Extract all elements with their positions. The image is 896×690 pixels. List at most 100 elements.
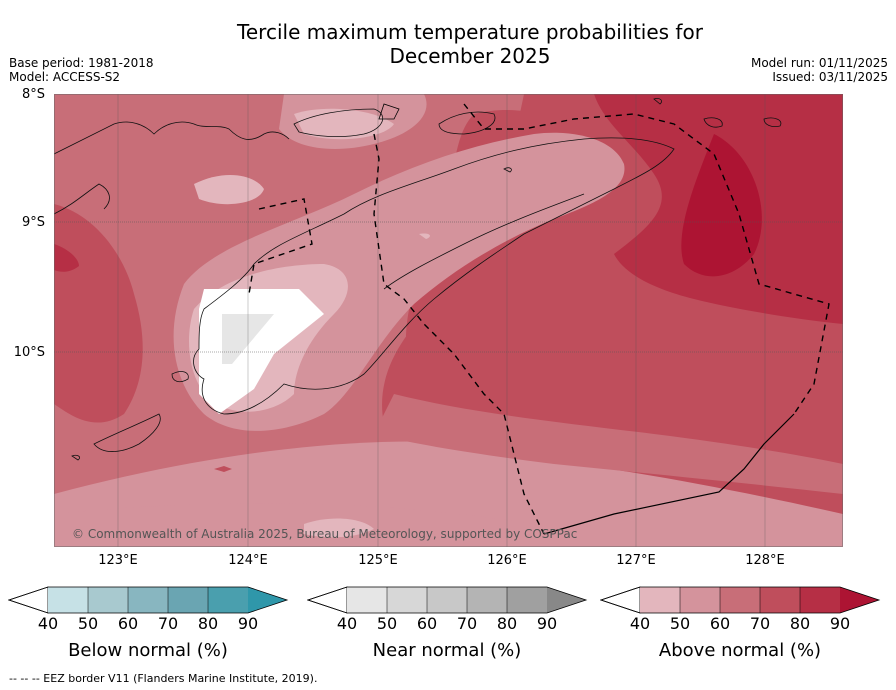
colorbar-below-extend-high bbox=[248, 587, 287, 613]
colorbar-below-bin-50 bbox=[88, 587, 128, 613]
colorbar-near-outline bbox=[307, 586, 588, 614]
base-period: Base period: 1981-2018 bbox=[9, 56, 154, 70]
issued-date: Issued: 03/11/2025 bbox=[772, 70, 888, 84]
colorbar-below-bin-80 bbox=[208, 587, 248, 613]
eez-border-east bbox=[463, 103, 830, 415]
colorbar-above-extend-low bbox=[600, 586, 641, 614]
colorbar-near-bin-70 bbox=[467, 587, 507, 613]
probability-region-50-60-south-west bbox=[54, 503, 534, 547]
lon-label-127e: 127°E bbox=[616, 553, 656, 568]
colorbar-near-normal bbox=[307, 586, 588, 614]
flores-alor-coast bbox=[54, 121, 290, 155]
leti-island bbox=[653, 98, 662, 105]
semau-island bbox=[171, 371, 189, 383]
colorbar-near-title: Near normal (%) bbox=[372, 640, 522, 661]
colorbar-below-title: Below normal (%) bbox=[68, 640, 228, 661]
colorbar-near-tick-90: 90 bbox=[536, 614, 558, 633]
colorbar-above-title: Above normal (%) bbox=[658, 640, 822, 661]
colorbar-above-bin-60 bbox=[720, 587, 760, 613]
colorbar-below-tick-50: 50 bbox=[77, 614, 99, 633]
colorbar-below-dividers bbox=[87, 587, 209, 613]
probability-region-40-50-south bbox=[304, 518, 374, 538]
colorbar-near-tick-80: 80 bbox=[496, 614, 518, 633]
model-name: Model: ACCESS-S2 bbox=[9, 70, 121, 84]
babar-island bbox=[703, 117, 723, 128]
colorbar-above-tick-50: 50 bbox=[669, 614, 691, 633]
probability-region-80-90-west bbox=[54, 244, 79, 272]
map-frame bbox=[54, 94, 843, 547]
colorbar-above-tick-80: 80 bbox=[789, 614, 811, 633]
colorbar-above-tick-70: 70 bbox=[749, 614, 771, 633]
colorbar-below-extend-low bbox=[8, 586, 49, 614]
colorbar-near-bin-50 bbox=[387, 587, 427, 613]
colorbar-near-bin-60 bbox=[427, 587, 467, 613]
colorbar-above-dividers bbox=[679, 587, 801, 613]
colorbar-near-tick-60: 60 bbox=[416, 614, 438, 633]
wetar-island bbox=[438, 111, 496, 135]
metadata-right: Model run: 01/11/2025 Issued: 03/11/2025 bbox=[751, 56, 888, 84]
probability-region-40-50-northeast bbox=[294, 108, 394, 140]
probability-region-70-80-speck bbox=[214, 466, 232, 472]
copyright-notice: © Commonwealth of Australia 2025, Bureau… bbox=[72, 527, 577, 541]
map-title-line1: Tercile maximum temperature probabilitie… bbox=[237, 20, 703, 44]
colorbar-near-extend-high bbox=[547, 587, 586, 613]
colorbar-below-tick-90: 90 bbox=[237, 614, 259, 633]
timor-coastline bbox=[193, 137, 675, 415]
eez-legend-note: -- -- -- EEZ border V11 (Flanders Marine… bbox=[9, 672, 318, 685]
lon-label-128e: 128°E bbox=[745, 553, 785, 568]
lon-label-126e: 126°E bbox=[487, 553, 527, 568]
colorbar-above-tick-90: 90 bbox=[829, 614, 851, 633]
colorbar-above-tick-40: 40 bbox=[629, 614, 651, 633]
colorbar-below-tick-80: 80 bbox=[197, 614, 219, 633]
probability-map: © Commonwealth of Australia 2025, Bureau… bbox=[54, 94, 843, 547]
map-title: Tercile maximum temperature probabilitie… bbox=[0, 20, 896, 68]
probability-region-90-east bbox=[681, 134, 762, 277]
moa-island bbox=[763, 117, 782, 127]
graticule bbox=[54, 94, 843, 547]
colorbar-above-normal bbox=[600, 586, 881, 614]
colorbar-near-tick-40: 40 bbox=[336, 614, 358, 633]
colorbar-above-bin-40 bbox=[640, 587, 680, 613]
colorbar-below-outline bbox=[8, 586, 289, 614]
colorbar-near-bin-80 bbox=[507, 587, 547, 613]
coastlines bbox=[54, 98, 782, 461]
colorbar-below-tick-70: 70 bbox=[157, 614, 179, 633]
colorbar-below-bin-70 bbox=[168, 587, 208, 613]
colorbar-above-bin-50 bbox=[680, 587, 720, 613]
eez-border-west bbox=[248, 133, 545, 535]
colorbar-above-tick-60: 60 bbox=[709, 614, 731, 633]
eez-border-south bbox=[543, 413, 795, 535]
atauro-island bbox=[503, 167, 512, 173]
colorbar-above-bin-80 bbox=[800, 587, 840, 613]
probability-region-70-80-west bbox=[54, 204, 143, 423]
colorbar-near-dividers bbox=[386, 587, 508, 613]
colorbar-below-bin-60 bbox=[128, 587, 168, 613]
flores-coast-west bbox=[54, 183, 110, 215]
lat-label-9s: 9°S bbox=[21, 215, 45, 230]
lon-label-124e: 124°E bbox=[228, 553, 268, 568]
timor-inner-coast bbox=[383, 193, 585, 290]
lat-label-10s: 10°S bbox=[13, 345, 45, 360]
alor-island bbox=[293, 108, 384, 137]
colorbar-below-tick-40: 40 bbox=[37, 614, 59, 633]
probability-region-60-70-mid bbox=[374, 394, 843, 494]
lon-label-123e: 123°E bbox=[98, 553, 138, 568]
colorbar-below-bin-40 bbox=[48, 587, 88, 613]
lon-label-125e: 125°E bbox=[358, 553, 398, 568]
colorbar-near-extend-low bbox=[307, 586, 348, 614]
rote-island bbox=[93, 413, 161, 452]
island-outline-north bbox=[378, 103, 400, 120]
lat-label-8s: 8°S bbox=[21, 87, 45, 102]
colorbar-near-tick-70: 70 bbox=[456, 614, 478, 633]
model-run: Model run: 01/11/2025 bbox=[750, 56, 888, 70]
probability-region-40-50-north bbox=[194, 174, 264, 205]
ndao-island bbox=[71, 454, 80, 461]
colorbar-below-tick-60: 60 bbox=[117, 614, 139, 633]
map-title-line2: December 2025 bbox=[389, 44, 551, 68]
colorbar-above-extend-high bbox=[840, 587, 879, 613]
colorbar-below-normal bbox=[8, 586, 289, 614]
probability-region-40-50-speck bbox=[419, 233, 430, 239]
colorbar-near-bin-40 bbox=[347, 587, 387, 613]
colorbar-above-outline bbox=[600, 586, 881, 614]
colorbar-above-bin-70 bbox=[760, 587, 800, 613]
